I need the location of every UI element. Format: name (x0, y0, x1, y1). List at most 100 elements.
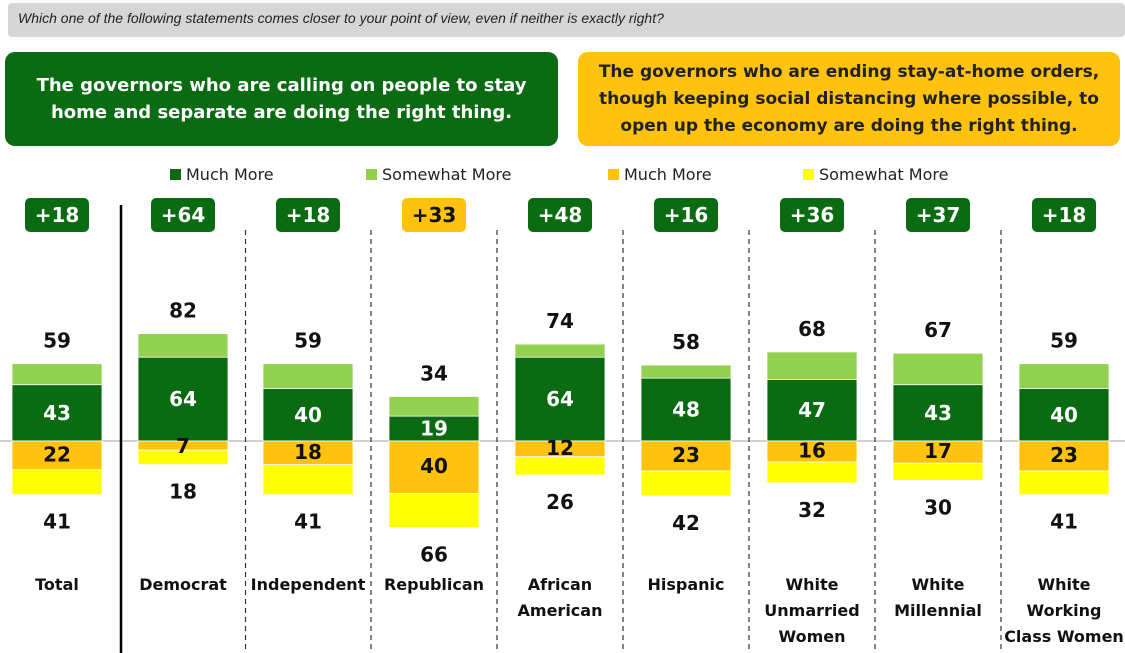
margin-badge-label: +33 (412, 203, 457, 227)
total-label-open-economy: 26 (546, 490, 574, 514)
data-label-much-more-stay-home: 19 (420, 417, 448, 441)
bar-somewhat-more-open-economy (11, 469, 103, 496)
category-label: White (911, 575, 964, 594)
statement-stay-home: The governors who are calling on people … (5, 52, 558, 146)
total-label-open-economy: 18 (169, 480, 197, 504)
legend-item-somewhat-more-yellow: Somewhat More (803, 165, 948, 184)
total-label-stay-home: 34 (420, 361, 448, 385)
bar-somewhat-more-stay-home (1018, 363, 1110, 389)
bar-somewhat-more-stay-home (11, 363, 103, 386)
total-label-open-economy: 41 (43, 510, 71, 534)
total-label-open-economy: 41 (1050, 510, 1078, 534)
data-label-much-more-stay-home: 40 (1050, 403, 1078, 427)
bar-somewhat-more-stay-home (514, 343, 606, 358)
margin-badge (780, 198, 844, 232)
total-label-stay-home: 67 (924, 318, 952, 342)
bar-much-more-open-economy (11, 440, 103, 471)
total-label-open-economy: 66 (420, 542, 448, 566)
margin-badge-label: +37 (916, 203, 961, 227)
data-label-much-more-stay-home: 47 (798, 398, 826, 422)
legend-swatch-dark-green (170, 169, 181, 180)
margin-badge (276, 198, 340, 232)
legend-swatch-orange (608, 169, 619, 180)
bar-much-more-stay-home (766, 379, 858, 442)
data-label-much-more-open-economy: 22 (43, 442, 71, 466)
total-label-stay-home: 74 (546, 309, 574, 333)
legend-label: Somewhat More (382, 165, 512, 184)
bar-somewhat-more-open-economy (262, 464, 354, 496)
total-label-stay-home: 59 (1050, 329, 1078, 353)
total-label-stay-home: 59 (43, 329, 71, 353)
bar-somewhat-more-stay-home (388, 396, 480, 417)
bar-somewhat-more-stay-home (640, 364, 732, 379)
bar-somewhat-more-open-economy (388, 492, 480, 528)
bar-much-more-stay-home (137, 356, 229, 442)
data-label-much-more-stay-home: 40 (294, 403, 322, 427)
total-label-stay-home: 68 (798, 317, 826, 341)
data-label-much-more-open-economy: 18 (294, 440, 322, 464)
data-label-much-more-stay-home: 64 (169, 387, 197, 411)
margin-badge (654, 198, 718, 232)
data-label-much-more-open-economy: 12 (546, 436, 574, 460)
bar-much-more-stay-home (388, 415, 480, 442)
category-label: Republican (384, 575, 484, 594)
bar-much-more-open-economy (640, 440, 732, 472)
margin-badge-label: +16 (664, 203, 709, 227)
margin-badge (906, 198, 970, 232)
margin-badge (151, 198, 215, 232)
category-label: Working (1027, 601, 1102, 620)
bar-much-more-open-economy (388, 440, 480, 494)
category-label: Total (35, 575, 79, 594)
category-label: Independent (251, 575, 366, 594)
bar-somewhat-more-stay-home (137, 333, 229, 358)
legend-item-somewhat-more-green: Somewhat More (366, 165, 511, 184)
category-label: Women (779, 627, 846, 646)
statement-open-economy: The governors who are ending stay-at-hom… (578, 52, 1120, 146)
data-label-much-more-stay-home: 43 (43, 401, 71, 425)
bar-somewhat-more-stay-home (766, 351, 858, 380)
question-banner: Which one of the following statements co… (8, 3, 1125, 37)
legend-label: Much More (624, 165, 712, 184)
bar-much-more-stay-home (1018, 388, 1110, 442)
category-label: Hispanic (647, 575, 724, 594)
legend-label: Somewhat More (819, 165, 949, 184)
bar-somewhat-more-open-economy (640, 470, 732, 497)
data-label-much-more-open-economy: 40 (420, 454, 448, 478)
total-label-stay-home: 82 (169, 299, 197, 323)
margin-badge (25, 198, 89, 232)
legend-label: Much More (186, 165, 274, 184)
total-label-open-economy: 30 (924, 495, 952, 519)
data-label-much-more-open-economy: 23 (1050, 443, 1078, 467)
margin-badge-label: +48 (538, 203, 583, 227)
bar-somewhat-more-stay-home (892, 352, 984, 386)
category-label: White (785, 575, 838, 594)
category-label: White (1037, 575, 1090, 594)
legend-item-much-more-orange: Much More (608, 165, 712, 184)
bar-much-more-stay-home (640, 377, 732, 442)
bar-somewhat-more-open-economy (892, 462, 984, 481)
margin-badge-label: +36 (790, 203, 835, 227)
margin-badge (402, 198, 466, 232)
legend-item-much-more-green: Much More (170, 165, 274, 184)
margin-badge-label: +64 (161, 203, 206, 227)
bar-somewhat-more-open-economy (514, 456, 606, 476)
margin-badge (528, 198, 592, 232)
bar-somewhat-more-stay-home (262, 363, 354, 389)
total-label-stay-home: 58 (672, 330, 700, 354)
legend-swatch-light-green (366, 169, 377, 180)
data-label-much-more-stay-home: 64 (546, 387, 574, 411)
bar-much-more-stay-home (514, 356, 606, 442)
legend-swatch-yellow (803, 169, 814, 180)
category-label: African (528, 575, 592, 594)
bar-somewhat-more-open-economy (1018, 470, 1110, 496)
category-label: American (518, 601, 603, 620)
category-label: Democrat (139, 575, 227, 594)
data-label-much-more-open-economy: 23 (672, 443, 700, 467)
total-label-open-economy: 32 (798, 498, 826, 522)
bar-somewhat-more-open-economy (137, 449, 229, 465)
category-label: Unmarried (764, 601, 859, 620)
margin-badge-label: +18 (286, 203, 331, 227)
chart-legend: Much More Somewhat More Much More Somewh… (0, 165, 1125, 189)
total-label-open-economy: 42 (672, 511, 700, 535)
bar-much-more-open-economy (1018, 440, 1110, 472)
